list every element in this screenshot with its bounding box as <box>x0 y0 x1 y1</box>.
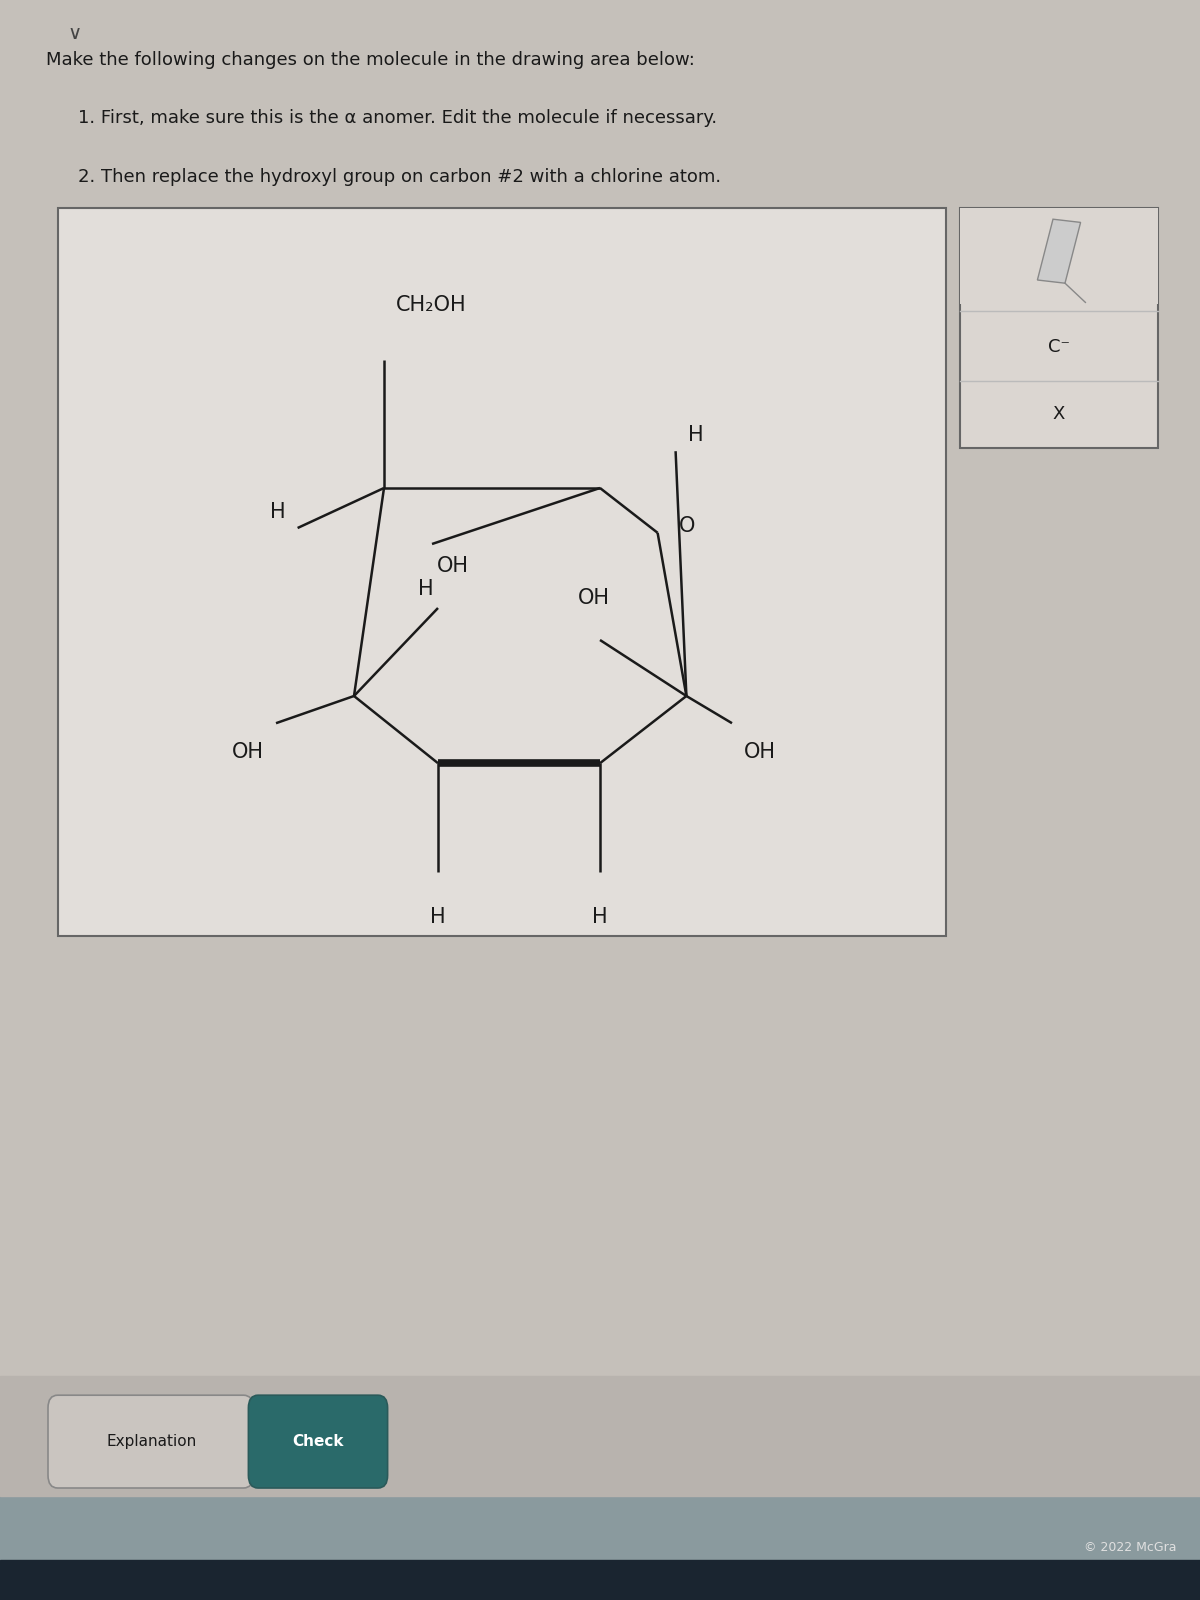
Text: X: X <box>1052 405 1066 424</box>
Bar <box>58 208 946 936</box>
Text: 2. Then replace the hydroxyl group on carbon #2 with a chlorine atom.: 2. Then replace the hydroxyl group on ca… <box>78 168 721 186</box>
Bar <box>0 1376 1200 1496</box>
Bar <box>960 208 1158 304</box>
Text: H: H <box>270 501 286 522</box>
Polygon shape <box>1038 219 1081 283</box>
FancyBboxPatch shape <box>248 1395 388 1488</box>
Text: H: H <box>430 907 446 928</box>
Text: © 2022 McGra: © 2022 McGra <box>1084 1541 1176 1554</box>
Bar <box>0 1560 1200 1600</box>
FancyBboxPatch shape <box>48 1395 253 1488</box>
Text: OH: OH <box>437 557 468 576</box>
Text: H: H <box>418 579 434 598</box>
Text: Explanation: Explanation <box>106 1434 197 1450</box>
Text: CH₂OH: CH₂OH <box>396 294 467 315</box>
Text: H: H <box>592 907 608 928</box>
Bar <box>960 208 1158 448</box>
Bar <box>0 1496 1200 1560</box>
Text: OH: OH <box>578 587 610 608</box>
Text: Make the following changes on the molecule in the drawing area below:: Make the following changes on the molecu… <box>46 51 695 69</box>
Text: O: O <box>679 517 696 536</box>
Text: ∨: ∨ <box>67 24 82 43</box>
Text: 1. First, make sure this is the α anomer. Edit the molecule if necessary.: 1. First, make sure this is the α anomer… <box>78 109 718 126</box>
Text: OH: OH <box>232 742 264 762</box>
Text: C⁻: C⁻ <box>1048 338 1070 357</box>
Text: Check: Check <box>293 1434 343 1450</box>
Text: OH: OH <box>744 742 776 762</box>
Text: H: H <box>688 424 703 445</box>
